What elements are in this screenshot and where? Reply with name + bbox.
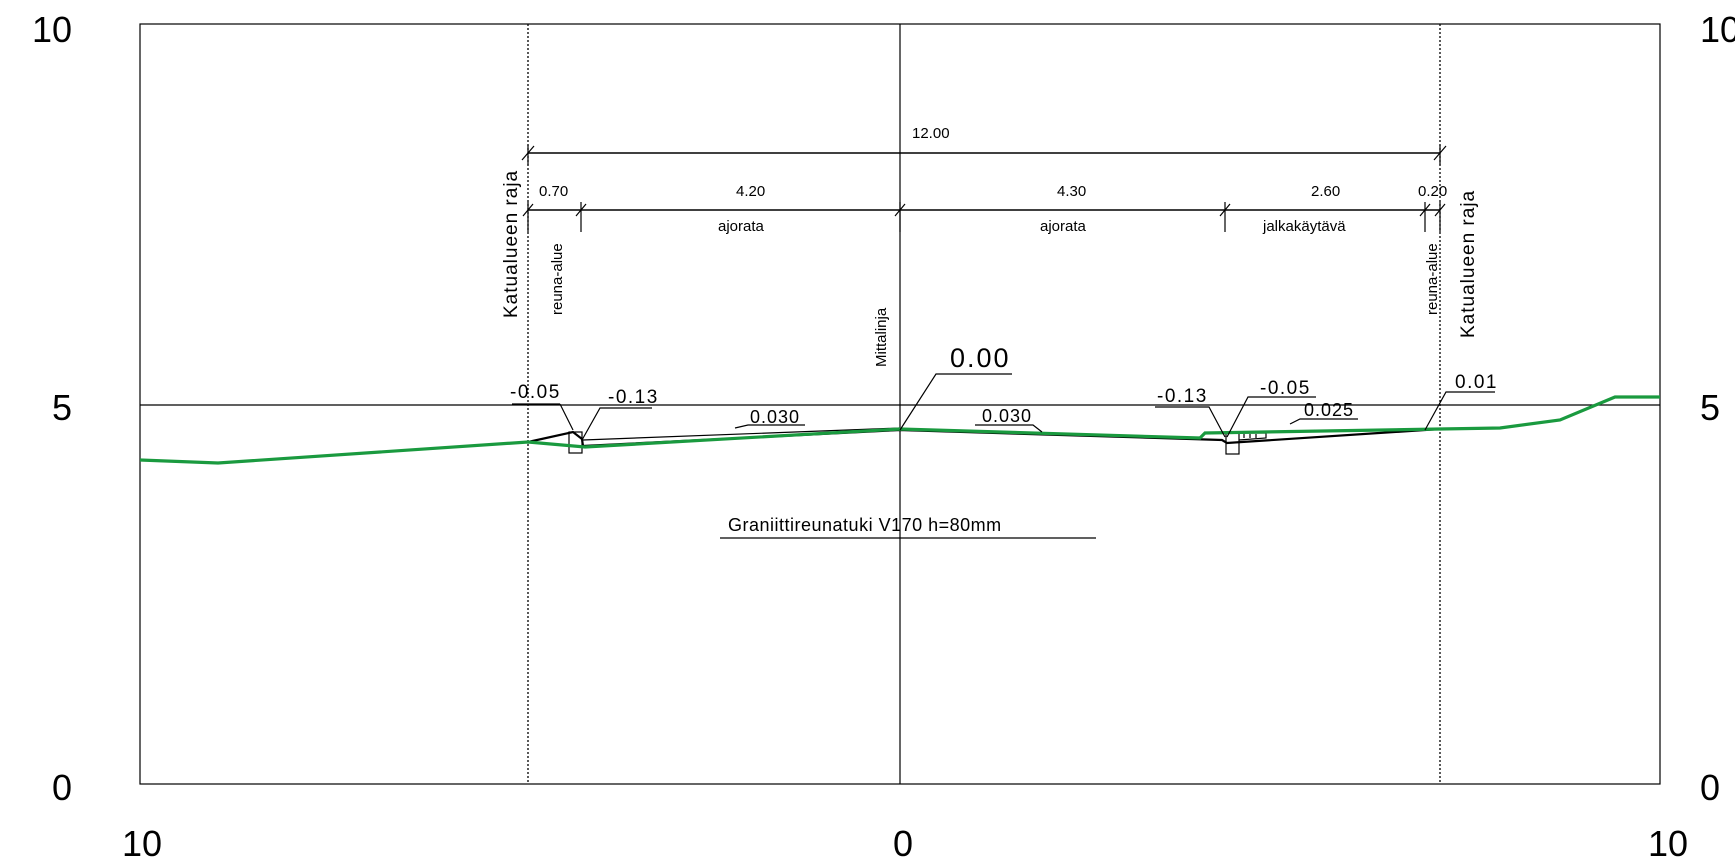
y-axis-left-bottom: 0 [52, 767, 72, 808]
y-axis-right-top: 10 [1700, 9, 1735, 50]
slope-sidewalk-line [1289, 418, 1358, 425]
curb-note-text: Graniittireunatuki V170 h=80mm [728, 515, 1002, 535]
leader-right-inner [1155, 406, 1226, 438]
elevation-center: 0.00 [950, 343, 1011, 373]
segment-label-3: 4.30 [1057, 183, 1086, 200]
tick [522, 203, 534, 217]
right-boundary-label: Katualueen raja [1458, 190, 1479, 338]
left-curb-top [527, 431, 574, 443]
leader-right-edge [1424, 391, 1495, 431]
elevation-right-outer: -0.05 [1260, 378, 1311, 399]
leader-center [899, 373, 1012, 431]
zone-right-edge: reuna-alue [1424, 243, 1441, 315]
slope-right-road: 0.030 [982, 406, 1032, 426]
slope-left-road: 0.030 [750, 407, 800, 427]
tick [575, 203, 587, 217]
elevation-annotations: 0.00 -0.05 -0.13 -0.13 -0.05 0.01 [510, 343, 1498, 441]
tick [894, 203, 906, 217]
zone-sidewalk: jalkakäytävä [1262, 218, 1346, 235]
zone-right-road: ajorata [1040, 218, 1087, 235]
tick [1419, 203, 1431, 217]
right-curb-step [1238, 432, 1267, 441]
y-axis-right-bottom: 0 [1700, 767, 1720, 808]
slope-left-road-line [734, 424, 805, 429]
x-axis-left: 10 [122, 823, 162, 864]
zone-left-edge: reuna-alue [549, 243, 566, 315]
y-axis-right-mid: 5 [1700, 387, 1720, 428]
existing-ground-line [139, 395, 1660, 465]
segment-label-4: 2.60 [1311, 183, 1340, 200]
y-axis-left-top: 10 [32, 9, 72, 50]
x-axis-right: 10 [1648, 823, 1688, 864]
elevation-left-inner: -0.13 [608, 387, 659, 408]
elevation-right-inner: -0.13 [1157, 386, 1208, 407]
x-axis-center: 0 [893, 823, 913, 864]
segment-label-2: 4.20 [736, 183, 765, 200]
dimension-lines: 12.00 0.70 4.20 4.30 2.60 0.20 [521, 125, 1447, 232]
left-curb-block [568, 431, 583, 454]
total-width-label: 12.00 [912, 125, 950, 142]
centerline-label: Mittalinja [873, 307, 890, 367]
left-boundary-label: Katualueen raja [501, 170, 522, 318]
drawing-frame [139, 23, 1661, 785]
elevation-right-edge: 0.01 [1455, 372, 1498, 393]
zone-labels: ajorata ajorata jalkakäytävä reuna-alue … [501, 170, 1479, 367]
slope-annotations: 0.030 0.030 0.025 [734, 400, 1358, 433]
leader-right-outer [1226, 396, 1316, 438]
leader-left-outer [559, 403, 574, 431]
segment-label-5: 0.20 [1418, 183, 1447, 200]
y-axis-left-mid: 5 [52, 387, 72, 428]
elevation-left-outer: -0.05 [510, 382, 561, 403]
tick [1434, 203, 1446, 217]
slope-right-road-line [975, 424, 1043, 433]
leader-left-inner [581, 407, 652, 441]
axis-labels: 10 5 0 10 5 0 10 0 10 [32, 9, 1735, 864]
segment-label-1: 0.70 [539, 183, 568, 200]
tick [1219, 203, 1231, 217]
zone-left-road: ajorata [718, 218, 765, 235]
road-thin-upper [582, 427, 901, 441]
slope-sidewalk: 0.025 [1304, 400, 1354, 420]
curb-note: Graniittireunatuki V170 h=80mm [720, 515, 1096, 539]
